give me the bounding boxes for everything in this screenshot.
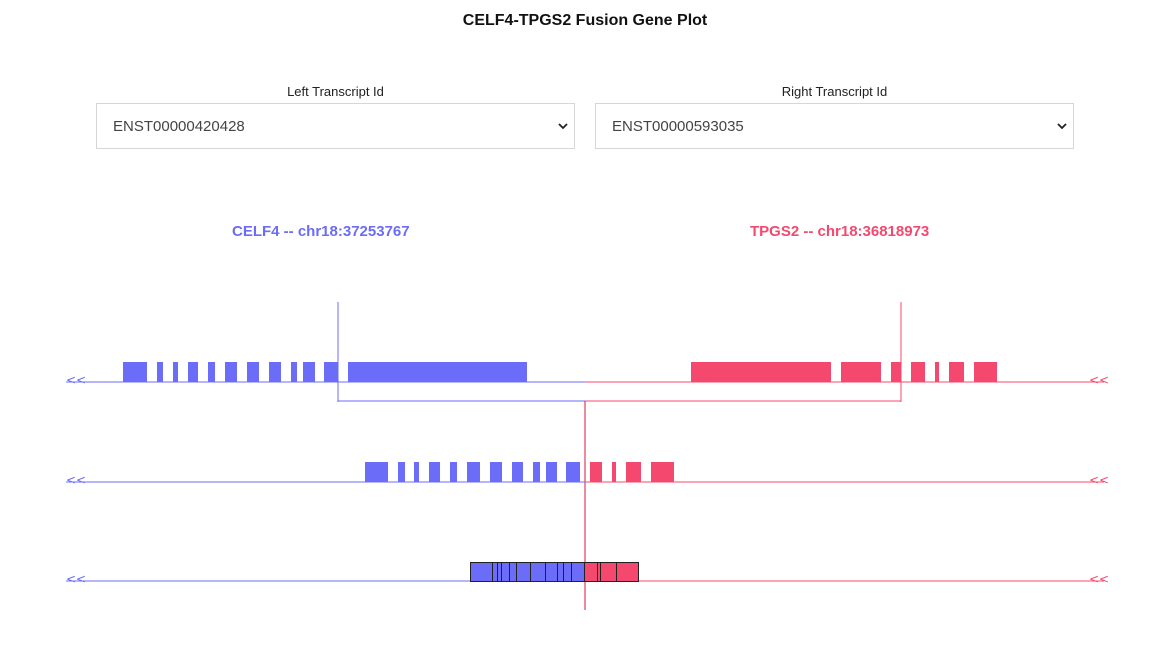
exon-block xyxy=(600,562,617,582)
exon xyxy=(157,362,163,382)
exon-block xyxy=(509,562,517,582)
exon-block xyxy=(563,562,572,582)
right-strand-marker: << xyxy=(1089,373,1109,387)
exon xyxy=(949,362,964,382)
right-exons xyxy=(590,462,674,482)
exon xyxy=(429,462,440,482)
exon-block xyxy=(516,562,531,582)
left-exons xyxy=(123,362,527,382)
exon-block xyxy=(557,562,564,582)
exon xyxy=(566,462,580,482)
exon-block xyxy=(501,562,510,582)
exon xyxy=(269,362,281,382)
left-gene-label: CELF4 -- chr18:37253767 xyxy=(232,223,410,240)
plot-title: CELF4-TPGS2 Fusion Gene Plot xyxy=(462,12,708,29)
left-strand-marker: << xyxy=(66,473,86,487)
exon-block xyxy=(616,562,639,582)
chevron-down-icon xyxy=(1057,123,1067,130)
fusion-protein-track: << << xyxy=(66,562,1109,586)
exon xyxy=(324,362,338,382)
right-strand-marker: << xyxy=(1089,473,1109,487)
left-transcript-select[interactable]: ENST00000420428 xyxy=(96,103,575,149)
exon xyxy=(612,462,616,482)
exon xyxy=(414,462,419,482)
exon xyxy=(512,462,523,482)
exon-block xyxy=(571,562,585,582)
left-strand-marker: << xyxy=(66,572,86,586)
exon xyxy=(291,362,297,382)
exon xyxy=(348,362,527,382)
right-exons xyxy=(691,362,997,382)
fusion-transcript-track: << << xyxy=(66,462,1109,487)
left-exons xyxy=(365,462,580,482)
left-transcript-label: Left Transcript Id xyxy=(287,84,384,99)
fused-blocks xyxy=(470,562,639,582)
exon xyxy=(123,362,147,382)
exon-block xyxy=(470,562,493,582)
exon-block xyxy=(492,562,498,582)
right-transcript-value: ENST00000593035 xyxy=(612,118,744,135)
exon xyxy=(891,362,901,382)
exon xyxy=(365,462,388,482)
exon xyxy=(450,462,457,482)
left-transcript-group: Left Transcript Id ENST00000420428 xyxy=(96,84,575,149)
exon xyxy=(691,362,831,382)
exon xyxy=(651,462,674,482)
left-transcript-value: ENST00000420428 xyxy=(113,118,245,135)
exon xyxy=(467,462,480,482)
exon xyxy=(490,462,502,482)
exon xyxy=(841,362,881,382)
exon xyxy=(208,362,215,382)
exon-block xyxy=(497,562,502,582)
exon xyxy=(303,362,315,382)
exon xyxy=(546,462,557,482)
exon xyxy=(626,462,641,482)
right-transcript-group: Right Transcript Id ENST00000593035 xyxy=(595,84,1074,149)
right-gene-label: TPGS2 -- chr18:36818973 xyxy=(750,223,930,240)
exon xyxy=(225,362,237,382)
exon xyxy=(935,362,939,382)
right-transcript-select[interactable]: ENST00000593035 xyxy=(595,103,1074,149)
exon xyxy=(911,362,925,382)
exon-block xyxy=(530,562,546,582)
exon xyxy=(247,362,259,382)
exon xyxy=(173,362,178,382)
exon-block xyxy=(584,562,598,582)
exon xyxy=(533,462,540,482)
chevron-down-icon xyxy=(558,123,568,130)
right-transcript-label: Right Transcript Id xyxy=(781,84,888,99)
exon xyxy=(590,462,602,482)
gene-track: << << xyxy=(66,302,1109,402)
exon xyxy=(974,362,997,382)
exon-block xyxy=(545,562,558,582)
left-strand-marker: << xyxy=(66,373,86,387)
exon xyxy=(398,462,405,482)
exon xyxy=(188,362,198,382)
right-strand-marker: << xyxy=(1089,572,1109,586)
